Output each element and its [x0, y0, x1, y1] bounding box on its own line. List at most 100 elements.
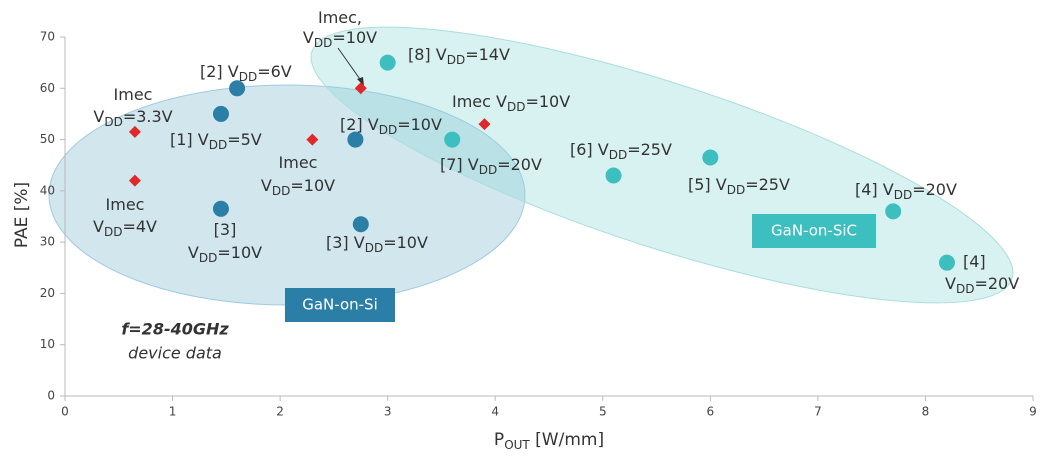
point — [938, 254, 955, 271]
point — [478, 118, 491, 131]
annotation-part: [6] V — [570, 140, 609, 159]
annotation: VDD=10V — [261, 176, 335, 198]
annotation: [7] VDD=20V — [440, 155, 542, 177]
annotation-part: DD — [314, 36, 332, 50]
annotation-part: =20V — [974, 274, 1019, 293]
point — [306, 133, 319, 146]
x-axis-label: POUT [W/mm] — [494, 430, 604, 452]
x-tick-label: 5 — [599, 405, 607, 419]
annotation-part: V — [93, 107, 104, 126]
gan-on-sic-box — [752, 214, 876, 248]
annotation: Imec — [279, 153, 318, 172]
point — [128, 174, 141, 187]
point — [347, 131, 364, 148]
annotation-part: V — [303, 28, 314, 47]
note: device data — [128, 344, 222, 363]
annotation: Imec — [114, 85, 153, 104]
annotation-part: =10V — [332, 28, 377, 47]
x-tick-label: 1 — [169, 405, 177, 419]
annotation: [3] VDD=10V — [326, 233, 428, 255]
annotation: [6] VDD=25V — [570, 140, 672, 162]
point — [885, 203, 902, 220]
x-tick-label: 0 — [61, 405, 69, 419]
annotation-part: =5V — [227, 130, 262, 149]
x-tick-label: 8 — [922, 405, 930, 419]
annotation-part: V — [93, 217, 104, 236]
note: f=28-40GHz — [121, 320, 229, 339]
x-axis-label-part: P — [494, 430, 504, 450]
annotation: VDD=20V — [945, 274, 1019, 296]
annotation-part: Imec — [279, 153, 318, 172]
annotation-part: [2] V — [340, 115, 379, 134]
annotation-part: DD — [956, 282, 974, 296]
annotation-part: =20V — [497, 155, 542, 174]
point — [212, 105, 229, 122]
annotation-part: =10V — [290, 176, 335, 195]
arrow-head — [357, 77, 364, 86]
annotation-part: [1] V — [170, 130, 209, 149]
annotation-part: DD — [447, 53, 465, 67]
y-tick-label: 10 — [40, 337, 55, 351]
y-tick-label: 30 — [40, 235, 55, 249]
point — [128, 125, 141, 138]
annotation-part: =25V — [745, 175, 790, 194]
point — [354, 82, 367, 95]
gan-on-si-box — [285, 288, 395, 322]
annotation-part: =4V — [122, 217, 157, 236]
y-tick-label: 40 — [40, 183, 55, 197]
annotation-part: DD — [365, 241, 383, 255]
annotation: [2] VDD=6V — [200, 62, 292, 84]
annotation: [5] VDD=25V — [688, 175, 790, 197]
annotation: [2] VDD=10V — [340, 115, 442, 137]
point — [229, 80, 246, 97]
annotation-part: =10V — [397, 115, 442, 134]
annotation-part: DD — [272, 184, 290, 198]
point — [605, 167, 622, 184]
annotation-part: Imec, — [318, 8, 362, 27]
annotation-part: DD — [209, 138, 227, 152]
annotation-part: =10V — [525, 92, 570, 111]
annotation: [3] — [214, 220, 237, 239]
annotation-part: =6V — [257, 62, 292, 81]
annotation-part: [3] V — [326, 233, 365, 252]
y-tick-label: 70 — [40, 30, 55, 44]
point — [379, 54, 396, 71]
arrow — [337, 47, 363, 83]
annotation-part: DD — [727, 183, 745, 197]
annotation-part: DD — [199, 251, 217, 265]
annotation: [4] VDD=20V — [855, 180, 957, 202]
annotation: [1] VDD=5V — [170, 130, 262, 152]
point — [352, 216, 369, 233]
annotation-part: [4] — [963, 252, 986, 271]
region-label: GaN-on-SiC — [771, 222, 857, 240]
annotation-part: =3.3V — [123, 107, 173, 126]
annotation-part: =10V — [217, 243, 262, 262]
annotation-part: DD — [507, 100, 525, 114]
annotation-part: [3] — [214, 220, 237, 239]
x-tick-label: 3 — [384, 405, 392, 419]
annotation-part: Imec V — [452, 92, 507, 111]
annotation: Imec — [106, 195, 145, 214]
annotation-part: =20V — [912, 180, 957, 199]
point — [212, 200, 229, 217]
annotation-part: =25V — [627, 140, 672, 159]
annotation: VDD=10V — [188, 243, 262, 265]
annotation: Imec, — [318, 8, 362, 27]
annotation-part: [4] V — [855, 180, 894, 199]
annotation: VDD=3.3V — [93, 107, 172, 129]
y-tick-label: 20 — [40, 286, 55, 300]
annotation-part: [7] V — [440, 155, 479, 174]
annotation: VDD=10V — [303, 28, 377, 50]
annotation-part: V — [945, 274, 956, 293]
y-tick-label: 60 — [40, 81, 55, 95]
annotation-part: DD — [894, 188, 912, 202]
annotation-part: DD — [104, 115, 122, 129]
annotation-part: DD — [479, 163, 497, 177]
x-tick-label: 2 — [276, 405, 284, 419]
annotation-part: DD — [104, 225, 122, 239]
region-label: GaN-on-Si — [302, 296, 378, 314]
point — [702, 149, 719, 166]
annotation: [4] — [963, 252, 986, 271]
annotation-part: V — [261, 176, 272, 195]
